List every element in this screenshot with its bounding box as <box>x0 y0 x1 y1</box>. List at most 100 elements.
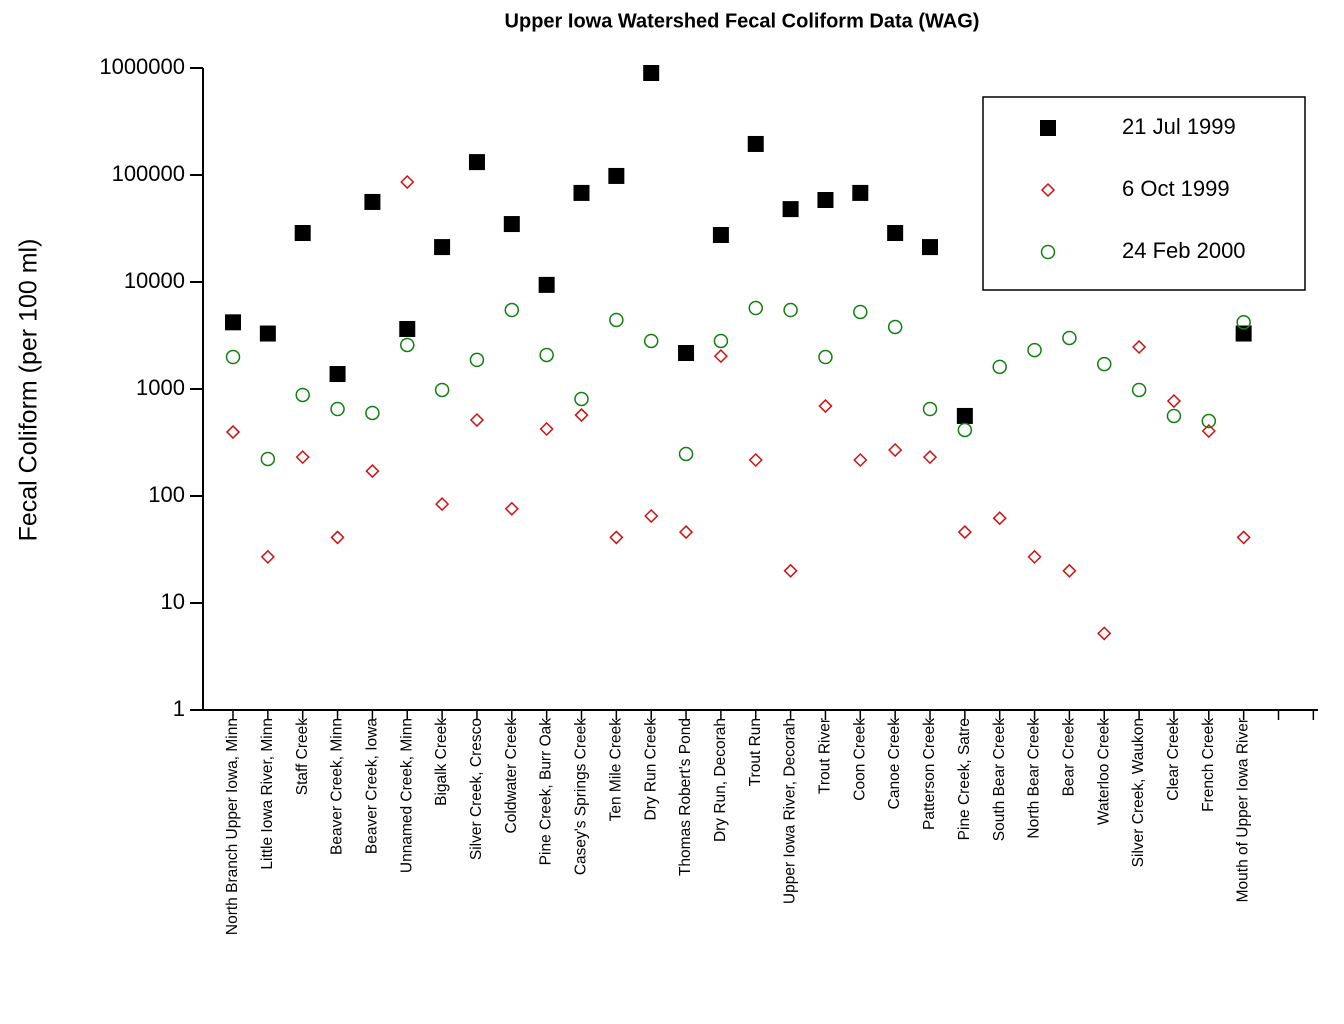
point <box>1040 244 1056 260</box>
x-tick-label: Bear Creek <box>1060 718 1077 797</box>
point <box>783 563 798 578</box>
point <box>365 405 380 421</box>
point <box>992 359 1007 375</box>
point <box>1040 120 1056 136</box>
point <box>330 401 345 417</box>
x-tick-label: Mouth of Upper Iowa River <box>1235 718 1252 902</box>
point <box>574 407 589 423</box>
point <box>957 525 972 540</box>
point <box>539 421 554 437</box>
point <box>818 349 833 365</box>
point <box>503 216 520 233</box>
x-tick-label: Staff Creek <box>294 718 311 796</box>
point <box>259 325 276 342</box>
point <box>678 446 694 462</box>
point <box>469 352 485 368</box>
point <box>365 464 380 479</box>
x-tick-label: Coldwater Creek <box>503 718 520 834</box>
point <box>400 337 415 353</box>
point <box>330 530 345 545</box>
x-tick-label: Coon Creek <box>851 718 868 801</box>
point <box>1062 330 1077 346</box>
point <box>434 382 450 398</box>
point <box>852 184 869 201</box>
point <box>922 401 938 417</box>
point <box>888 442 903 458</box>
x-tick-label: Beaver Creek, Iowa <box>363 718 380 854</box>
point <box>574 391 589 407</box>
y-tick-label: 100000 <box>112 161 185 186</box>
point <box>922 239 938 256</box>
x-tick-label: Beaver Creek, Minn <box>329 718 346 855</box>
point <box>957 422 973 438</box>
x-tick-label: Unnamed Creek, Minn <box>398 718 415 873</box>
point <box>225 314 241 331</box>
x-tick-label: Thomas Robert's Pond <box>677 718 694 876</box>
point <box>853 452 868 468</box>
x-tick-label: Upper Iowa River, Decorah <box>782 718 799 904</box>
x-tick-label: Bigalk Creek <box>433 718 450 806</box>
point <box>643 333 659 349</box>
point <box>294 225 311 242</box>
point <box>644 508 659 524</box>
point <box>609 530 624 545</box>
legend <box>982 96 1306 291</box>
x-tick-label: Dry Run, Decorah <box>712 718 729 842</box>
point <box>435 497 450 512</box>
x-tick-label: Trout River <box>817 718 834 794</box>
point <box>956 407 973 424</box>
point <box>1166 408 1182 424</box>
point <box>539 347 554 363</box>
x-tick-label: North Bear Creek <box>1026 718 1043 839</box>
x-tick-label: Silver Creek, Cresco <box>468 718 485 860</box>
point <box>678 344 695 361</box>
y-axis-label: Fecal Coliform (per 100 ml) <box>15 239 43 542</box>
x-tick-label: Waterloo Creek <box>1095 718 1112 825</box>
point <box>783 302 798 318</box>
point <box>504 302 520 318</box>
point <box>1062 563 1077 578</box>
x-tick-label: Dry Run Creek <box>642 718 659 821</box>
point <box>399 320 416 337</box>
x-tick-label: French Creek <box>1200 718 1217 812</box>
point <box>609 312 624 328</box>
x-tick-label: Pine Creek, Satre <box>956 718 973 840</box>
x-tick-label: South Bear Creek <box>991 718 1008 841</box>
point <box>1027 549 1042 564</box>
point <box>400 174 415 190</box>
point <box>817 191 834 208</box>
point <box>1131 382 1147 398</box>
point <box>1201 423 1216 439</box>
point <box>887 225 904 242</box>
y-tick-label: 1000000 <box>99 54 185 79</box>
point <box>782 201 799 218</box>
point <box>1097 626 1112 641</box>
x-tick-label: Canoe Creek <box>886 718 903 810</box>
point <box>434 239 451 256</box>
point <box>818 398 833 414</box>
point <box>853 304 868 320</box>
point <box>1027 342 1042 358</box>
x-tick-label: Ten Mile Creek <box>607 718 624 822</box>
point <box>364 193 381 210</box>
legend-label: 6 Oct 1999 <box>1122 176 1230 201</box>
point <box>469 412 485 428</box>
point <box>1097 356 1112 372</box>
point <box>468 154 485 171</box>
y-tick-label: 1 <box>173 696 185 721</box>
y-tick-label: 1000 <box>136 375 185 400</box>
x-tick-label: Pine Creek, Burr Oak <box>538 718 555 866</box>
x-tick-label: Little Iowa River, Minn <box>259 718 276 870</box>
chart-title: Upper Iowa Watershed Fecal Coliform Data… <box>505 10 980 32</box>
point <box>713 333 729 349</box>
point <box>608 167 625 184</box>
point <box>260 549 275 564</box>
point <box>643 64 660 81</box>
x-tick-label: Clear Creek <box>1165 718 1182 801</box>
y-tick-label: 100 <box>148 482 185 507</box>
x-tick-label: Patterson Creek <box>921 718 938 830</box>
y-tick-label: 10000 <box>124 268 185 293</box>
legend-label: 24 Feb 2000 <box>1122 238 1246 263</box>
point <box>538 276 555 293</box>
